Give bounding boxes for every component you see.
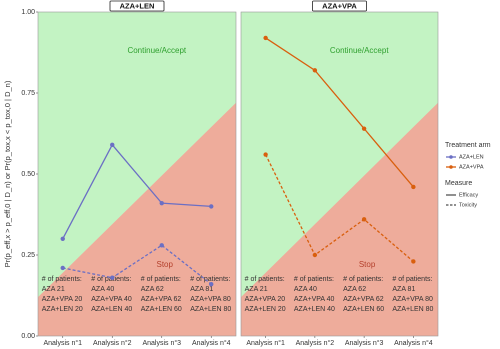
patients-count: AZA 62: [343, 286, 366, 293]
patients-count: AZA+LEN 60: [141, 306, 182, 313]
y-tick-label: 1.00: [21, 9, 35, 16]
data-point: [110, 275, 115, 280]
patients-count: AZA 40: [294, 286, 317, 293]
x-tick-label: Analysis n°2: [296, 339, 335, 347]
series-line: [62, 244, 212, 285]
patients-heading: # of patients:: [141, 276, 181, 283]
patients-count: AZA+VPA 62: [343, 296, 384, 303]
patients-count: AZA+LEN 20: [42, 306, 83, 313]
patients-count: AZA+VPA 80: [392, 296, 433, 303]
y-tick-label: 0.50: [21, 171, 35, 178]
data-point: [159, 243, 164, 248]
legend-label: AZA+VPA: [459, 164, 484, 170]
patients-count: AZA 81: [190, 286, 213, 293]
data-point: [60, 236, 65, 241]
x-tick-label: Analysis n°3: [345, 339, 384, 347]
data-point: [361, 126, 367, 131]
patients-count: AZA 40: [91, 286, 114, 293]
data-point: [60, 265, 65, 271]
data-point: [361, 217, 367, 222]
legend-dot: [449, 165, 453, 169]
patients-heading: # of patients:: [294, 276, 334, 283]
patients-count: AZA 21: [42, 286, 65, 293]
data-point: [312, 252, 318, 258]
patients-count: AZA+VPA 40: [91, 296, 132, 303]
y-tick-label: 0.75: [21, 90, 35, 97]
x-tick-label: Analysis n°1: [43, 339, 82, 347]
stop-region: [241, 102, 438, 336]
patients-count: AZA 21: [245, 286, 268, 293]
patients-count: AZA+VPA 80: [190, 296, 231, 303]
patients-count: AZA+VPA 20: [42, 296, 83, 303]
patients-heading: # of patients:: [190, 276, 230, 283]
patients-count: AZA+LEN 60: [343, 306, 384, 313]
data-point: [110, 142, 115, 148]
panel-title: AZA+VPA: [322, 1, 357, 10]
x-tick-label: Analysis n°3: [142, 339, 181, 347]
legend-label: Toxicity: [459, 202, 477, 208]
upper-region-label: Continue/Accept: [330, 46, 389, 55]
strip-box: [109, 0, 165, 12]
patients-heading: # of patients:: [343, 276, 383, 283]
data-point: [209, 281, 214, 287]
data-point: [312, 68, 318, 73]
legend-title: Measure: [445, 180, 472, 187]
panel-title: AZA+LEN: [120, 1, 155, 10]
patients-count: AZA+LEN 20: [245, 306, 286, 313]
data-point: [411, 259, 416, 264]
patients-heading: # of patients:: [245, 276, 285, 283]
lower-region-label: Stop: [156, 260, 173, 269]
patients-heading: # of patients:: [42, 276, 82, 283]
data-point: [263, 35, 268, 41]
lower-region-label: Stop: [359, 260, 376, 269]
upper-region-label: Continue/Accept: [127, 46, 186, 55]
series-line: [265, 37, 414, 188]
x-tick-label: Analysis n°4: [394, 339, 433, 347]
patients-count: AZA+LEN 40: [91, 306, 132, 313]
patients-count: AZA+LEN 40: [294, 306, 335, 313]
x-tick-label: Analysis n°2: [93, 339, 132, 347]
patients-count: AZA 81: [392, 286, 415, 293]
stop-region: [38, 102, 236, 336]
data-point: [159, 200, 164, 206]
patients-heading: # of patients:: [392, 276, 432, 283]
legend-title: Treatment arm: [445, 142, 491, 149]
patients-count: AZA+LEN 80: [190, 306, 231, 313]
series-line: [62, 143, 212, 240]
patients-count: AZA 62: [141, 286, 164, 293]
legend-label: AZA+LEN: [459, 154, 484, 160]
patients-count: AZA+VPA 20: [245, 296, 286, 303]
y-axis-label: Pr(p_eff,x > p_eff,0 | D_n) or Pr(p_tox,…: [3, 80, 12, 267]
strip-box: [312, 0, 367, 12]
data-point: [263, 152, 268, 157]
x-tick-label: Analysis n°4: [192, 339, 231, 347]
patients-count: AZA+LEN 80: [392, 306, 433, 313]
legend-label: Efficacy: [459, 192, 478, 198]
x-tick-label: Analysis n°1: [246, 339, 285, 347]
legend-dot: [449, 155, 453, 159]
y-tick-label: 0.00: [21, 333, 35, 340]
patients-count: AZA+VPA 40: [294, 296, 335, 303]
series-line: [265, 154, 414, 262]
patients-count: AZA+VPA 62: [141, 296, 182, 303]
y-tick-label: 0.25: [21, 252, 35, 259]
panel-border: [240, 11, 439, 337]
data-point: [411, 184, 416, 190]
data-point: [209, 204, 214, 209]
